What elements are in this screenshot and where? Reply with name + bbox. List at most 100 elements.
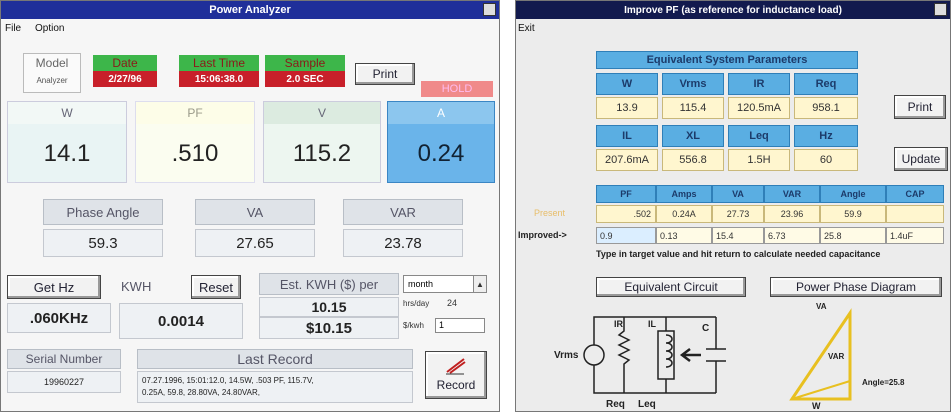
reading-label: A bbox=[388, 102, 494, 124]
present-cap-cell bbox=[886, 205, 944, 223]
circuit-label: Leq bbox=[638, 399, 656, 410]
note: Type in target value and hit return to c… bbox=[596, 249, 881, 259]
serial-label: Serial Number bbox=[7, 349, 121, 369]
improved-value: 15.4 bbox=[712, 227, 764, 244]
table-header: VA bbox=[712, 185, 764, 203]
improved-value: 0.13 bbox=[656, 227, 712, 244]
power-phase-diagram-button[interactable]: Power Phase Diagram bbox=[770, 277, 942, 297]
date-value: 2/27/96 bbox=[93, 71, 157, 87]
circuit-label: C bbox=[702, 323, 709, 334]
print-button[interactable]: Print bbox=[355, 63, 415, 85]
update-button[interactable]: Update bbox=[894, 147, 948, 171]
reset-button[interactable]: Reset bbox=[191, 275, 241, 299]
hz-value: .060KHz bbox=[7, 303, 111, 333]
improved-value: 1.4uF bbox=[886, 227, 944, 244]
rate-label: $/kwh bbox=[403, 321, 424, 330]
record-label: Record bbox=[436, 378, 476, 392]
circuit-label: IL bbox=[648, 319, 657, 329]
kwh-value: 0.0014 bbox=[119, 303, 243, 339]
present-value: 23.96 bbox=[764, 205, 820, 223]
rate-input[interactable]: 1 bbox=[435, 318, 485, 333]
improved-value: 6.73 bbox=[764, 227, 820, 244]
present-value: 27.73 bbox=[712, 205, 764, 223]
phase-label: VA bbox=[816, 302, 827, 311]
last-record-label: Last Record bbox=[137, 349, 413, 369]
present-label: Present bbox=[534, 208, 566, 218]
record-button[interactable]: Record bbox=[425, 351, 487, 399]
minimize-button[interactable] bbox=[934, 3, 947, 16]
circuit-label: Req bbox=[606, 399, 625, 410]
param-header: IL bbox=[596, 125, 658, 147]
rate-value: 1 bbox=[439, 320, 445, 330]
reading-value: 115.2 bbox=[292, 140, 352, 167]
improve-pf-window: Improve PF (as reference for inductance … bbox=[515, 0, 951, 412]
param-value: 13.9 bbox=[596, 97, 658, 119]
param-value: 207.6mA bbox=[596, 149, 658, 171]
param-value: 556.8 bbox=[662, 149, 724, 171]
param-header: IR bbox=[728, 73, 790, 95]
phase-label: Angle=25.8 bbox=[862, 378, 905, 387]
param-value: 60 bbox=[794, 149, 858, 171]
last-time-label: Last Time bbox=[179, 55, 259, 71]
record-icon bbox=[446, 358, 466, 375]
hrs-value[interactable]: 24 bbox=[447, 298, 458, 308]
table-header: PF bbox=[596, 185, 656, 203]
reading-label: W bbox=[8, 102, 126, 124]
reading-label: PF bbox=[136, 102, 254, 124]
table-header: VAR bbox=[764, 185, 820, 203]
param-header: XL bbox=[662, 125, 724, 147]
derived-value: 59.3 bbox=[43, 229, 163, 257]
estimate-label: Est. KWH ($) per bbox=[259, 273, 399, 295]
sample-value: 2.0 SEC bbox=[265, 71, 345, 87]
menu-option[interactable]: Option bbox=[35, 23, 65, 34]
serial-value: 19960227 bbox=[7, 371, 121, 393]
model-label: Model bbox=[35, 56, 69, 70]
diagrams: Vrms IR IL C Req Leq VA VAR W Angle=25.8 bbox=[554, 302, 905, 411]
print-button[interactable]: Print bbox=[894, 95, 946, 119]
get-hz-button[interactable]: Get Hz bbox=[7, 275, 101, 299]
hold-indicator: HOLD bbox=[421, 81, 493, 97]
param-header: W bbox=[596, 73, 658, 95]
circuit bbox=[583, 316, 726, 394]
equivalent-circuit-button[interactable]: Equivalent Circuit bbox=[596, 277, 746, 297]
date-label: Date bbox=[93, 55, 157, 71]
param-header: Leq bbox=[728, 125, 790, 147]
window-title: Power Analyzer bbox=[209, 4, 291, 16]
circuit-label: IR bbox=[614, 319, 624, 329]
improved-input[interactable]: 0.9 bbox=[596, 227, 656, 244]
model-box: Model Analyzer bbox=[23, 53, 81, 93]
improved-label: Improved-> bbox=[518, 230, 567, 240]
param-header: Req bbox=[794, 73, 858, 95]
estimate-cost: $10.15 bbox=[259, 317, 399, 339]
title-bar: Power Analyzer bbox=[1, 1, 499, 19]
minimize-button[interactable] bbox=[483, 3, 496, 16]
phase-triangle bbox=[789, 308, 852, 401]
kwh-label: KWH bbox=[121, 279, 152, 294]
last-record-box: 07.27.1996, 15:01:12.0, 14.5W, .503 PF, … bbox=[137, 371, 413, 403]
reading-panel: V 115.2 bbox=[263, 101, 381, 183]
period-value: month bbox=[408, 279, 434, 289]
reading-panel: PF .510 bbox=[135, 101, 255, 183]
title-bar: Improve PF (as reference for inductance … bbox=[516, 1, 950, 19]
table-header: CAP bbox=[886, 185, 944, 203]
model-value: Analyzer bbox=[36, 76, 68, 85]
period-select[interactable]: month bbox=[403, 275, 487, 293]
reading-value: .510 bbox=[171, 140, 219, 167]
select-arrow[interactable]: ▲ bbox=[473, 276, 486, 292]
derived-label: VA bbox=[195, 199, 315, 225]
improved-value: 25.8 bbox=[820, 227, 886, 244]
reading-panel: W 14.1 bbox=[7, 101, 127, 183]
present-value: 0.24A bbox=[656, 205, 712, 223]
present-value: .502 bbox=[596, 205, 656, 223]
circuit-label: Vrms bbox=[554, 350, 579, 361]
param-value: 1.5H bbox=[728, 149, 790, 171]
param-value: 115.4 bbox=[662, 97, 724, 119]
power-analyzer-window: Power Analyzer File Option Model Analyze… bbox=[0, 0, 500, 412]
reading-panel-selected: A 0.24 bbox=[387, 101, 495, 183]
table-header: Angle bbox=[820, 185, 886, 203]
derived-label: Phase Angle bbox=[43, 199, 163, 225]
sample-label: Sample bbox=[265, 55, 345, 71]
menu-file[interactable]: File bbox=[5, 23, 22, 34]
menu-exit[interactable]: Exit bbox=[518, 23, 535, 34]
